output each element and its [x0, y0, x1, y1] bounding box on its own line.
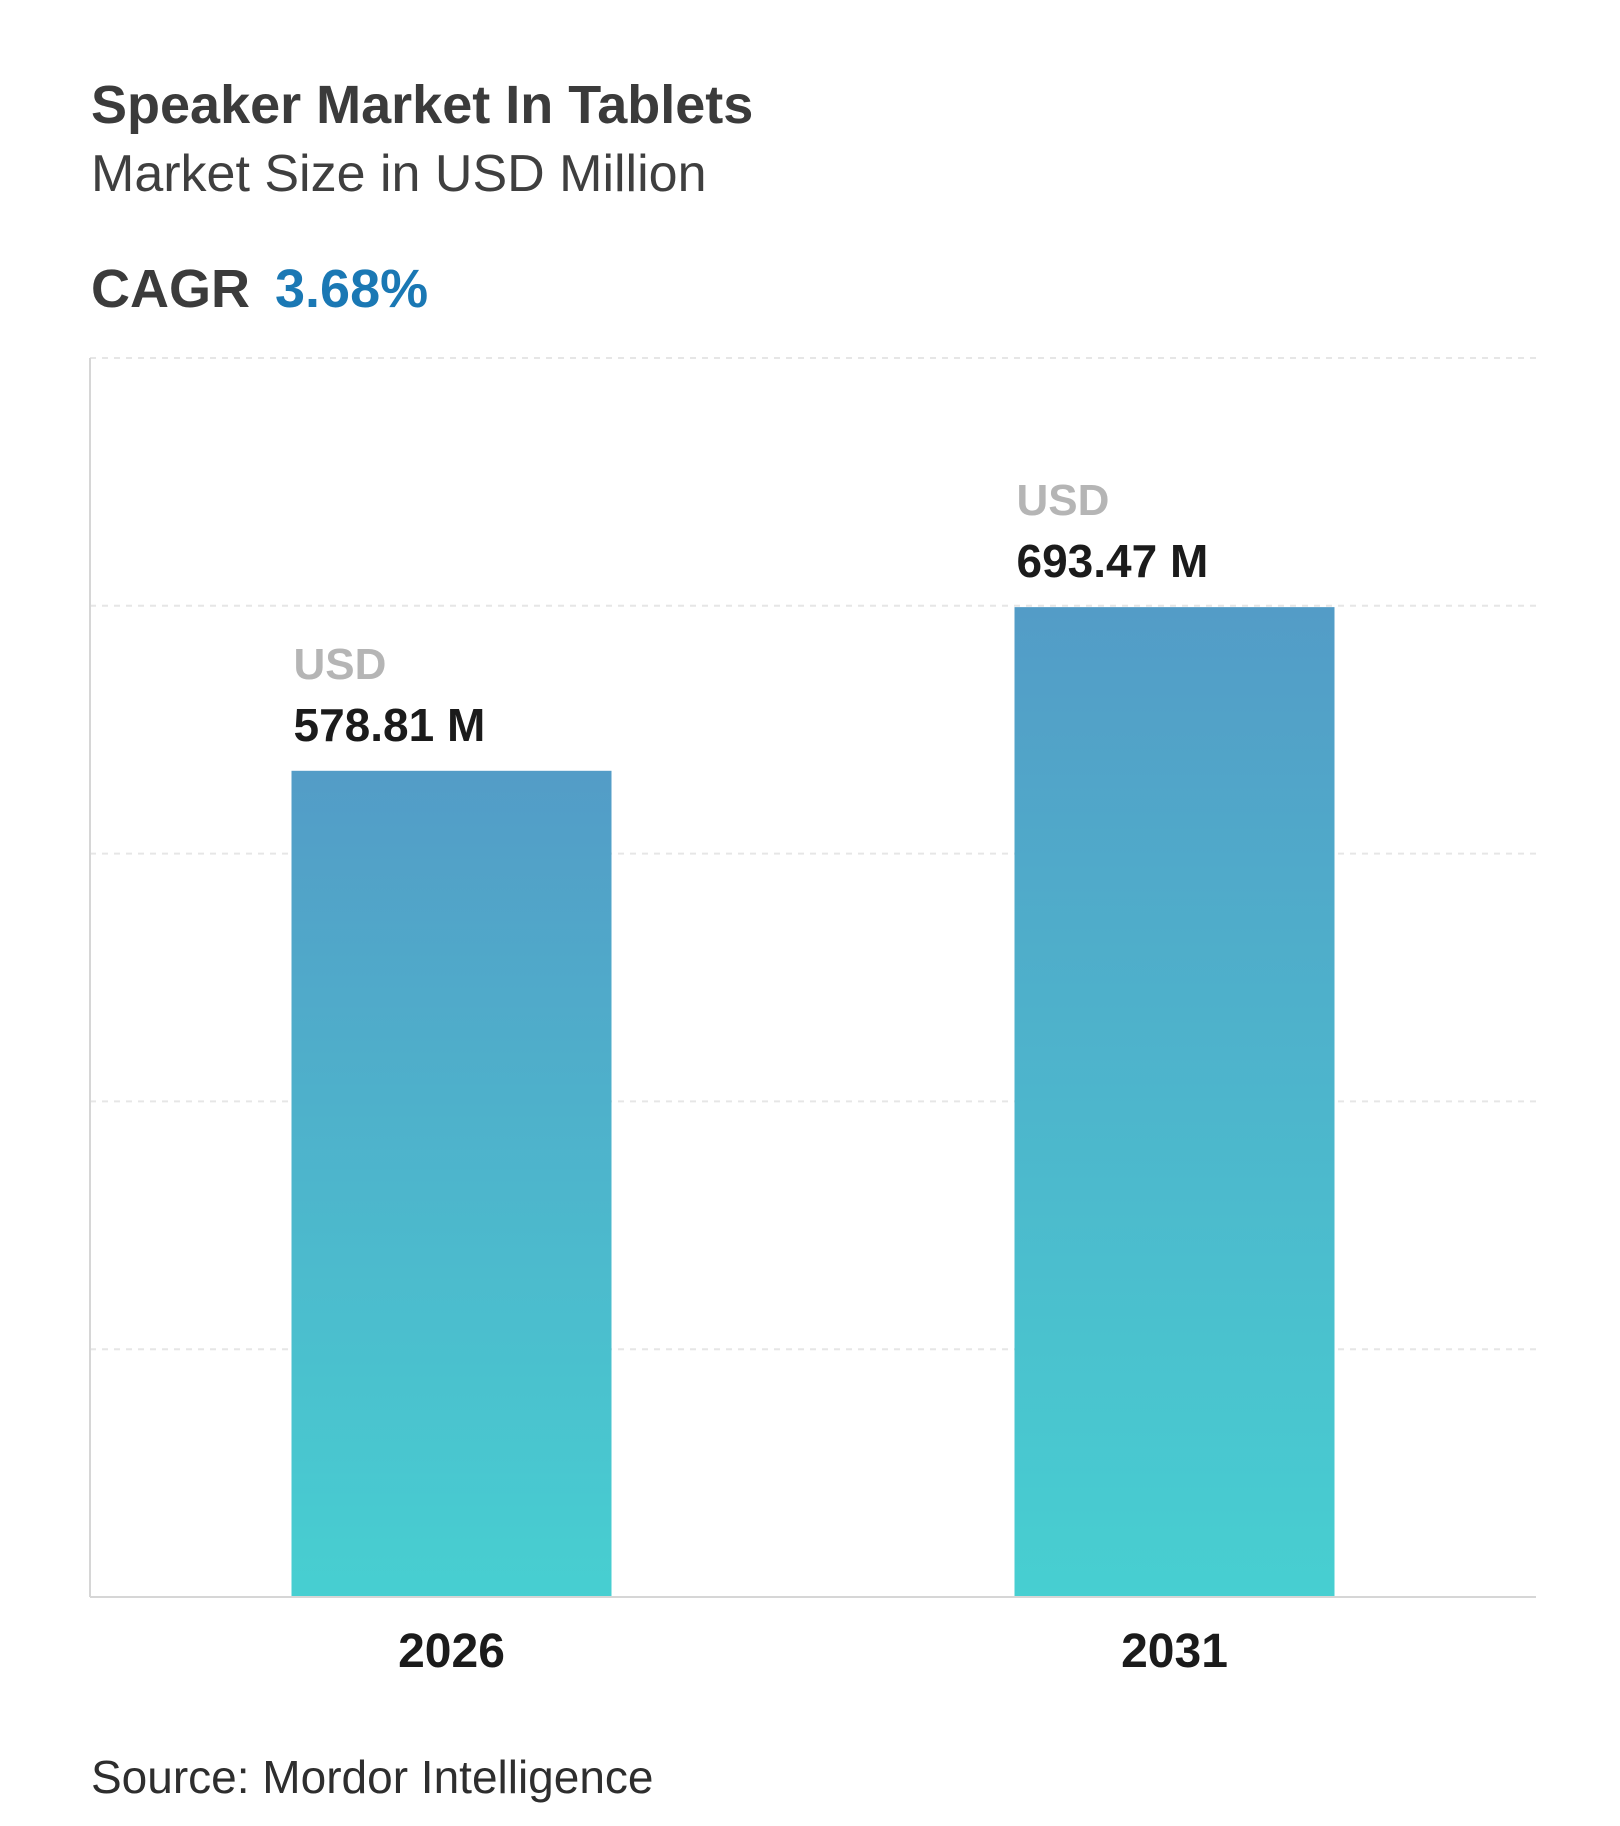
source-note: Source: Mordor Intelligence — [91, 1751, 654, 1803]
value-label: 693.47 M — [1017, 535, 1209, 587]
chart-subtitle: Market Size in USD Million — [91, 145, 707, 203]
value-label: 578.81 M — [294, 699, 486, 751]
x-tick-label: 2026 — [398, 1625, 505, 1678]
bars — [291, 607, 1335, 1597]
cagr-label: CAGR — [91, 259, 250, 319]
data-labels: USD 578.81 M USD 693.47 M — [294, 476, 1209, 751]
currency-label: USD — [294, 640, 387, 689]
bar — [291, 770, 612, 1597]
axes: 2026 2031 — [89, 358, 1536, 1678]
chart-title: Speaker Market In Tablets — [91, 75, 754, 135]
cagr-row: CAGR 3.68% — [91, 258, 428, 320]
cagr-value: 3.68% — [275, 259, 429, 319]
bar — [1014, 607, 1335, 1597]
currency-label: USD — [1017, 476, 1110, 525]
x-tick-label: 2031 — [1121, 1625, 1228, 1678]
